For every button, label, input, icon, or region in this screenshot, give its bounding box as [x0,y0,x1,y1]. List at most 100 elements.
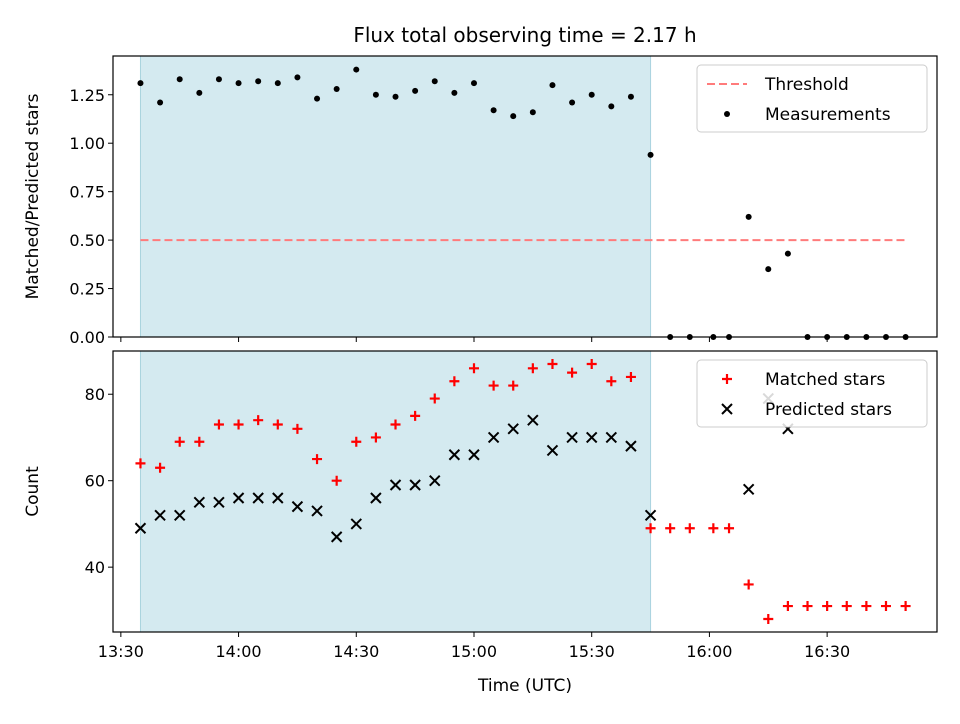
x-tick-label: 15:30 [569,642,615,661]
measurement-point [588,91,595,98]
matched-stars-point [586,358,597,369]
predicted-stars-point [409,479,421,491]
matched-stars-point [782,601,793,612]
measurement-point [647,151,654,158]
measurement-point [333,85,340,92]
y-axis-label: Matched/Predicted stars [23,93,43,299]
matched-stars-point [390,419,401,430]
matched-stars-point [488,380,499,391]
measurement-point [608,103,615,110]
predicted-stars-point [742,483,755,496]
measurement-point [372,91,379,98]
matched-stars-point [743,579,754,590]
measurement-point [569,99,576,106]
legend-label: Measurements [765,105,891,125]
predicted-stars-point [487,431,500,444]
measurement-point [451,89,458,96]
predicted-stars-point [232,492,245,504]
y-tick-label: 0.00 [69,328,105,347]
measurement-point [510,113,517,120]
measurement-point [549,82,556,89]
predicted-stars-point [193,496,206,509]
matched-stars-point [724,523,735,534]
measurement-point [529,109,536,116]
matched-stars-point [880,601,891,612]
measurement-point [196,89,203,96]
x-tick-label: 14:30 [333,642,379,661]
measurement-point [745,213,752,220]
shaded-observing-region [140,56,651,337]
measurement-point [235,80,242,87]
predicted-stars-point [272,492,284,504]
predicted-stars-point [154,509,166,521]
matched-stars-point [135,458,146,469]
predicted-stars-point [134,522,147,534]
matched-stars-point [861,601,872,612]
matched-stars-point [645,523,656,534]
matched-stars-point [155,462,166,473]
predicted-stars-point [389,479,402,491]
predicted-stars-point [252,492,264,504]
predicted-stars-point [429,474,441,487]
legend-label: Matched stars [765,370,885,390]
predicted-stars-point [507,423,519,435]
legend-label: Predicted stars [765,400,892,420]
matched-stars-point [174,436,185,447]
matched-stars-point [312,454,323,465]
measurement-point [255,78,262,85]
legend-measurement-swatch [724,111,730,117]
matched-stars-point [625,371,636,382]
shaded-observing-region [140,351,651,632]
matched-stars-point [841,601,852,612]
legend-matched-swatch [722,374,732,384]
matched-stars-point [547,358,558,369]
matched-stars-point [468,363,479,374]
x-tick-label: 13:30 [98,642,144,661]
measurement-point [490,107,497,114]
predicted-stars-point [311,505,323,517]
measurement-point [314,95,321,102]
y-tick-label: 0.75 [69,183,105,202]
matched-stars-point [331,475,342,486]
measurement-point [470,80,477,87]
x-tick-label: 14:00 [216,642,262,661]
matched-stars-point [900,601,911,612]
predicted-stars-point [173,509,186,521]
x-axis-label: Time (UTC) [477,676,572,696]
y-tick-label: 1.25 [69,86,105,105]
predicted-stars-point [625,440,637,452]
measurement-point [784,250,791,257]
matched-stars-point [272,419,283,430]
matched-stars-point [527,363,538,374]
matched-stars-point [233,419,244,430]
matched-stars-point [567,367,578,378]
chart-title: Flux total observing time = 2.17 h [353,23,696,47]
matched-stars-point [370,432,381,443]
measurement-point [431,78,438,85]
legend-label: Threshold [764,75,849,95]
matched-stars-point [194,436,205,447]
y-axis-label: Count [23,466,43,517]
matched-stars-point [822,601,833,612]
y-tick-label: 40 [85,558,105,577]
predicted-stars-point [605,431,618,444]
matched-stars-point [684,523,695,534]
y-tick-label: 0.50 [69,231,105,250]
predicted-stars-point [566,431,578,444]
predicted-stars-point [585,431,598,444]
matched-stars-point [763,614,774,625]
predicted-stars-point [291,500,304,513]
matched-stars-point [449,376,460,387]
measurement-point [765,266,772,273]
measurement-point [137,80,144,87]
x-tick-label: 16:30 [804,642,850,661]
axes-frame [112,55,938,338]
measurement-point [274,80,281,87]
axes-frame [112,350,938,633]
measurement-point [215,76,222,83]
predicted-stars-point [527,414,539,426]
matched-stars-point [351,436,362,447]
matched-stars-point [213,419,224,430]
legend-predicted-swatch [721,403,733,415]
